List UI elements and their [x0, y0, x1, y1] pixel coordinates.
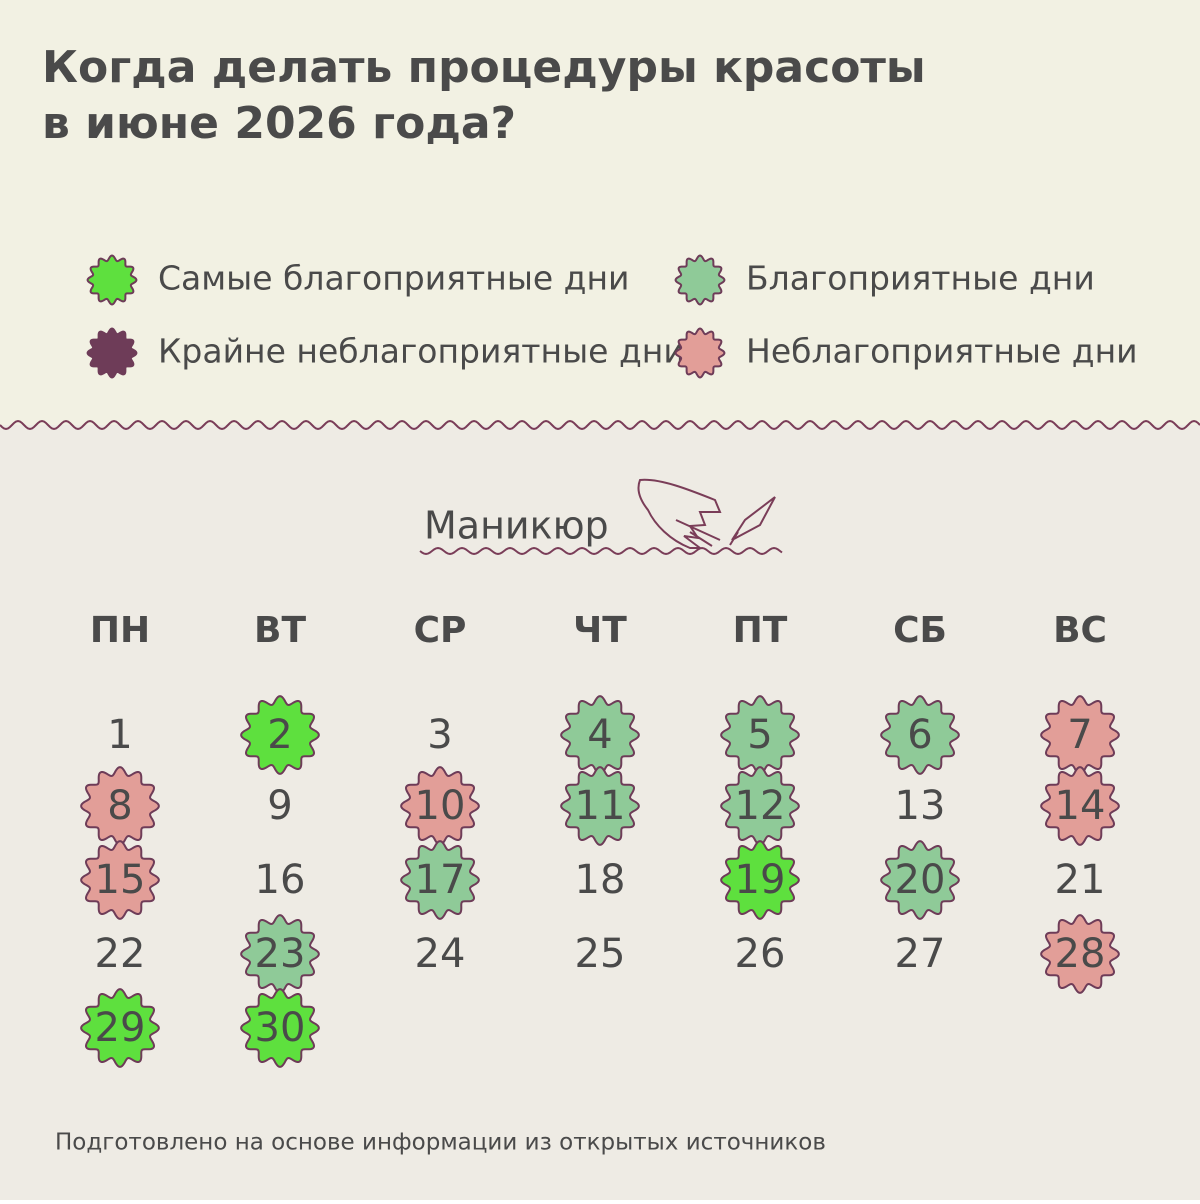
day-number: 8 — [107, 783, 132, 829]
weekday-label: СР — [414, 610, 467, 651]
day-number: 7 — [1067, 712, 1092, 758]
day-number: 4 — [587, 712, 612, 758]
day-number: 16 — [255, 857, 306, 903]
day-number: 1 — [107, 712, 132, 758]
weekday-label: ПТ — [733, 610, 788, 651]
day-number: 23 — [255, 931, 306, 977]
day-number: 6 — [907, 712, 932, 758]
legend-badge — [674, 327, 726, 379]
day-badge — [720, 695, 800, 775]
legend-badge — [86, 254, 138, 306]
day-number: 18 — [575, 857, 626, 903]
wave-divider — [0, 419, 1200, 431]
legend-label: Самые благоприятные дни — [158, 259, 630, 298]
section-title: Маникюр — [424, 504, 609, 548]
day-number: 11 — [575, 783, 626, 829]
legend-label: Неблагоприятные дни — [746, 332, 1138, 371]
day-number: 10 — [415, 783, 466, 829]
day-number: 20 — [895, 857, 946, 903]
day-number: 24 — [415, 931, 466, 977]
weekday-label: ЧТ — [573, 610, 627, 651]
day-badge — [720, 766, 800, 846]
day-number: 26 — [735, 931, 786, 977]
day-badge — [240, 695, 320, 775]
day-number: 25 — [575, 931, 626, 977]
day-badge — [80, 766, 160, 846]
day-badge — [560, 766, 640, 846]
day-badge — [560, 695, 640, 775]
footer-source: Подготовлено на основе информации из отк… — [55, 1130, 826, 1156]
day-number: 13 — [895, 783, 946, 829]
weekday-label: ПН — [90, 610, 150, 651]
weekday-label: ВТ — [254, 610, 306, 651]
day-badge — [880, 695, 960, 775]
background-top — [0, 0, 1200, 425]
day-number: 29 — [95, 1005, 146, 1051]
day-badge — [80, 840, 160, 920]
day-number: 2 — [267, 712, 292, 758]
legend-badge — [674, 254, 726, 306]
day-badge — [1040, 914, 1120, 994]
day-number: 14 — [1055, 783, 1106, 829]
day-number: 30 — [255, 1005, 306, 1051]
day-number: 22 — [95, 931, 146, 977]
legend-label: Благоприятные дни — [746, 259, 1095, 298]
day-badge — [720, 840, 800, 920]
day-number: 5 — [747, 712, 772, 758]
day-badge — [80, 988, 160, 1068]
day-number: 15 — [95, 857, 146, 903]
legend-label: Крайне неблагоприятные дни — [158, 332, 685, 371]
day-badge — [240, 914, 320, 994]
day-number: 12 — [735, 783, 786, 829]
day-number: 21 — [1055, 857, 1106, 903]
day-badge — [880, 840, 960, 920]
day-number: 17 — [415, 857, 466, 903]
title-line: Когда делать процедуры красоты — [42, 42, 926, 93]
day-number: 27 — [895, 931, 946, 977]
section-underline — [419, 546, 783, 556]
day-badge — [240, 988, 320, 1068]
weekday-label: СБ — [893, 610, 947, 651]
day-number: 28 — [1055, 931, 1106, 977]
legend-badge — [86, 327, 138, 379]
day-badge — [400, 840, 480, 920]
day-badge — [1040, 695, 1120, 775]
manicure-icon — [637, 478, 776, 549]
weekday-label: ВС — [1053, 610, 1107, 651]
day-badge — [1040, 766, 1120, 846]
day-number: 3 — [427, 712, 452, 758]
title-line: в июне 2026 года? — [42, 98, 516, 149]
day-number: 9 — [267, 783, 292, 829]
day-badge — [400, 766, 480, 846]
day-number: 19 — [735, 857, 786, 903]
